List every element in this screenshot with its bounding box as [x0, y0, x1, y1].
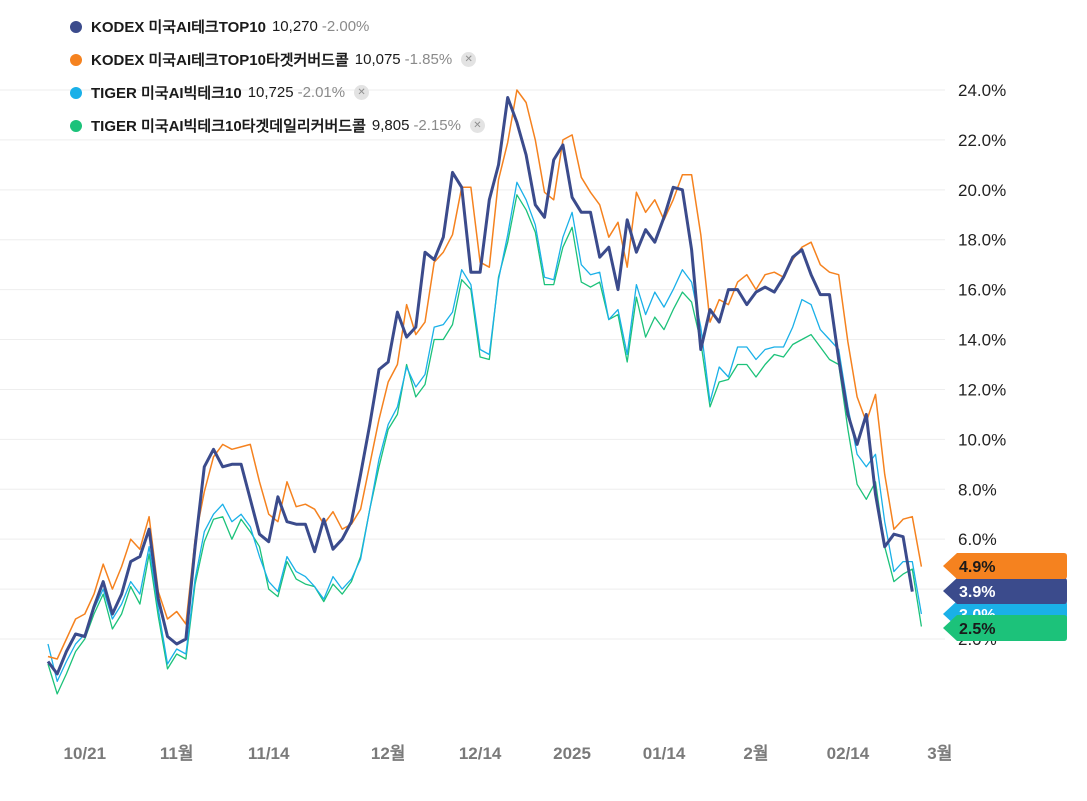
legend-item-kodex-ai-tech-top10-covered-call[interactable]: KODEX 미국AI테크TOP10타겟커버드콜 10,075 -1.85% ✕ — [70, 43, 485, 76]
end-value-tag-label: 3.9% — [959, 584, 995, 601]
x-tick-label: 11월 — [160, 744, 194, 763]
close-icon[interactable]: ✕ — [354, 85, 370, 100]
series-line — [47, 89, 923, 660]
legend-series-change: -2.00% — [321, 18, 370, 35]
end-value-tag-label: 2.5% — [959, 621, 995, 638]
x-tick-label: 12/14 — [459, 744, 502, 763]
series-lines — [46, 89, 923, 695]
legend-item-tiger-ai-bigtech10-daily-covered-call[interactable]: TIGER 미국AI빅테크10타겟데일리커버드콜 9,805 -2.15% ✕ — [70, 109, 485, 142]
legend-item-tiger-ai-bigtech10[interactable]: TIGER 미국AI빅테크10 10,725 -2.01% ✕ — [70, 76, 485, 109]
y-tick-label: 18.0% — [958, 231, 1006, 250]
y-tick-label: 12.0% — [958, 380, 1006, 399]
close-icon[interactable]: ✕ — [469, 118, 485, 133]
legend: KODEX 미국AI테크TOP10 10,270 -2.00% KODEX 미국… — [70, 10, 485, 142]
legend-color-dot — [70, 53, 82, 66]
end-value-tag: 4.9% — [943, 553, 1067, 579]
x-tick-label: 3월 — [927, 744, 952, 763]
legend-series-name: TIGER 미국AI빅테크10타겟데일리커버드콜 — [91, 118, 366, 135]
legend-series-name: TIGER 미국AI빅테크10 — [91, 85, 242, 102]
grid-lines — [0, 89, 945, 640]
series-line — [46, 96, 914, 676]
legend-series-price: 10,075 — [354, 51, 401, 68]
y-tick-label: 8.0% — [958, 480, 997, 499]
series-line — [47, 194, 923, 695]
y-tick-label: 24.0% — [958, 81, 1006, 100]
legend-series-change: -2.01% — [297, 84, 346, 101]
close-icon[interactable]: ✕ — [461, 52, 477, 67]
legend-series-price: 10,725 — [247, 84, 294, 101]
end-value-tags: 3.0%3.9%2.5%4.9% — [943, 553, 1067, 641]
x-tick-label: 2025 — [553, 744, 591, 763]
legend-color-dot — [70, 20, 82, 33]
x-tick-label: 2월 — [743, 744, 768, 763]
x-axis-ticks: 10/21 11월 11/14 12월 12/14 2025 01/14 2월 02/14 3월 — [64, 744, 953, 763]
legend-series-price: 10,270 — [271, 18, 318, 35]
legend-series-change: -2.15% — [413, 117, 461, 134]
legend-color-dot — [70, 119, 82, 132]
end-value-tag: 2.5% — [943, 615, 1067, 641]
x-tick-label: 01/14 — [643, 744, 686, 763]
end-value-tag-label: 4.9% — [959, 559, 995, 576]
legend-color-dot — [70, 86, 82, 99]
x-tick-label: 02/14 — [827, 744, 870, 763]
x-tick-label: 12월 — [371, 744, 406, 763]
y-tick-label: 10.0% — [958, 430, 1006, 449]
y-tick-label: 22.0% — [958, 131, 1006, 150]
legend-series-change: -1.85% — [404, 51, 453, 68]
y-tick-label: 16.0% — [958, 281, 1006, 300]
end-value-tag-shape — [943, 578, 1067, 604]
end-value-tag: 3.9% — [943, 578, 1067, 604]
legend-series-price: 9,805 — [371, 117, 410, 134]
y-tick-label: 14.0% — [958, 331, 1006, 350]
legend-series-name: KODEX 미국AI테크TOP10 — [91, 19, 266, 36]
y-tick-label: 6.0% — [958, 530, 997, 549]
x-tick-label: 11/14 — [248, 744, 290, 763]
end-value-tag-shape — [943, 615, 1067, 641]
legend-series-name: KODEX 미국AI테크TOP10타겟커버드콜 — [91, 52, 349, 69]
y-tick-label: 20.0% — [958, 181, 1006, 200]
series-line — [47, 181, 923, 683]
x-tick-label: 10/21 — [64, 744, 107, 763]
end-value-tag-shape — [943, 553, 1067, 579]
legend-item-kodex-ai-tech-top10[interactable]: KODEX 미국AI테크TOP10 10,270 -2.00% — [70, 10, 485, 43]
